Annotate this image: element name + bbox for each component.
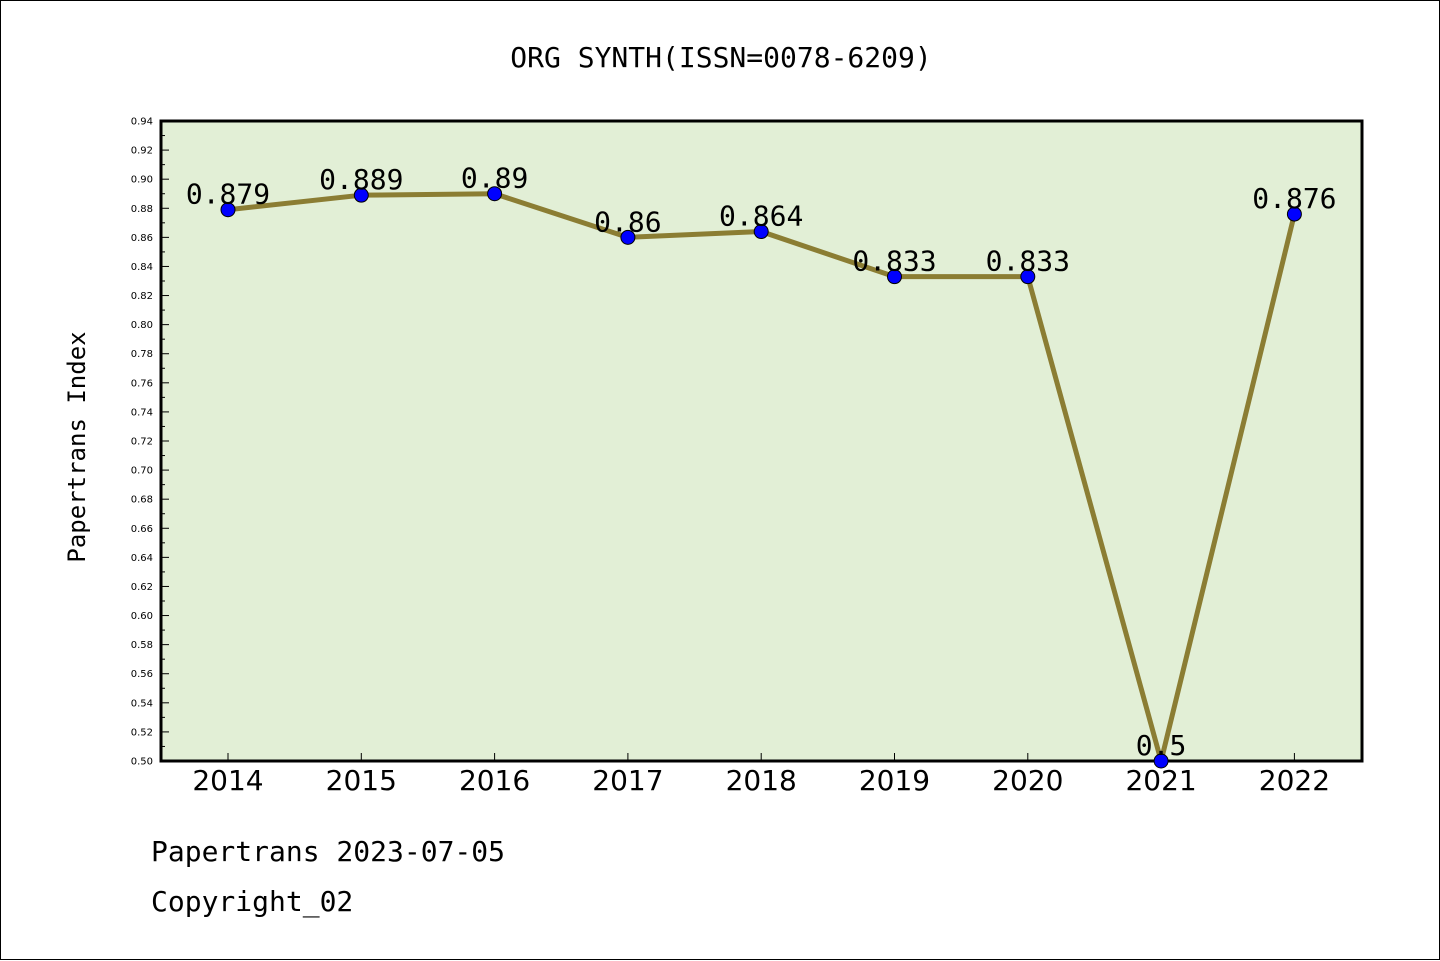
y-tick-label: 0.78 <box>131 349 153 360</box>
data-point <box>1286 206 1302 222</box>
y-tick-label: 0.70 <box>131 466 153 477</box>
y-tick-label: 0.66 <box>131 524 153 535</box>
y-tick-label: 0.64 <box>131 553 153 564</box>
data-label: 0.833 <box>986 245 1070 278</box>
data-label: 0.833 <box>852 245 936 278</box>
y-tick-label: 0.56 <box>131 669 153 680</box>
data-point <box>1153 753 1169 769</box>
y-tick-label: 0.90 <box>131 175 153 186</box>
y-tick-label: 0.80 <box>131 320 153 331</box>
data-point <box>220 202 236 218</box>
y-tick-label: 0.60 <box>131 611 153 622</box>
data-point <box>487 186 503 202</box>
data-point <box>1020 269 1036 285</box>
x-axis: 2014 2015 2016 2017 2018 2019 2020 2021 2022 <box>192 753 1330 797</box>
x-tick-label: 2022 <box>1259 764 1330 797</box>
x-tick-label: 2020 <box>992 764 1063 797</box>
chart-title: ORG SYNTH(ISSN=0078-6209) <box>510 41 931 74</box>
y-tick-label: 0.94 <box>131 117 153 128</box>
data-label: 0.864 <box>719 200 803 233</box>
y-tick-label: 0.74 <box>131 407 153 418</box>
data-point <box>353 187 369 203</box>
y-tick-label: 0.52 <box>131 727 153 738</box>
data-label: 0.5 <box>1136 729 1187 762</box>
y-tick-label: 0.62 <box>131 582 153 593</box>
y-tick-label: 0.76 <box>131 378 153 389</box>
y-tick-label: 0.50 <box>131 757 153 768</box>
x-tick-label: 2019 <box>859 764 930 797</box>
y-tick-label: 0.54 <box>131 698 153 709</box>
data-label: 0.889 <box>319 163 403 196</box>
y-tick-label: 0.86 <box>131 233 153 244</box>
data-labels: 0.879 0.889 0.89 0.86 0.864 0.833 0.833 0.5 0.87… <box>186 162 1337 762</box>
footer-date: Papertrans 2023-07-05 <box>151 835 506 868</box>
data-point <box>753 224 769 240</box>
x-tick-label: 2017 <box>592 764 663 797</box>
x-tick-label: 2021 <box>1125 764 1196 797</box>
y-tick-label: 0.92 <box>131 146 153 157</box>
data-label: 0.86 <box>594 205 661 238</box>
data-label: 0.879 <box>186 178 270 211</box>
x-tick-label: 2015 <box>326 764 397 797</box>
y-tick-label: 0.88 <box>131 204 153 215</box>
data-points <box>220 186 1302 769</box>
x-tick-label: 2014 <box>192 764 263 797</box>
data-label: 0.89 <box>461 162 528 195</box>
y-axis-label: Papertrans Index <box>63 331 91 562</box>
y-axis: 0.50 0.52 0.54 0.56 0.58 0.60 0.62 0.64 0.66 0.68… <box>131 117 169 768</box>
x-tick-label: 2016 <box>459 764 530 797</box>
y-tick-label: 0.82 <box>131 291 153 302</box>
data-point <box>887 269 902 285</box>
y-tick-label: 0.84 <box>131 262 153 273</box>
x-tick-label: 2018 <box>726 764 797 797</box>
data-point <box>620 229 636 245</box>
footer-copyright: Copyright_02 <box>151 885 354 918</box>
data-label: 0.876 <box>1252 182 1336 215</box>
y-tick-label: 0.72 <box>131 437 153 448</box>
y-tick-label: 0.68 <box>131 495 153 506</box>
y-tick-label: 0.58 <box>131 640 153 651</box>
